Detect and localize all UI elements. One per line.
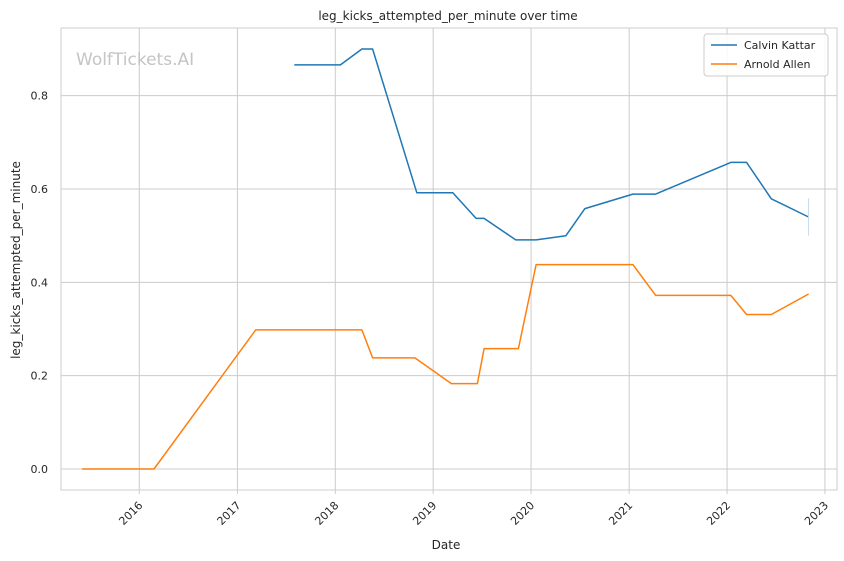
plot-frame (60, 27, 838, 491)
x-tick-label: 2018 (312, 499, 341, 528)
legend: Calvin Kattar Arnold Allen (703, 33, 829, 77)
y-tick-label: 0.4 (31, 276, 49, 289)
x-tick-label: 2019 (410, 499, 439, 528)
grid (61, 28, 837, 490)
x-tick-label: 2023 (802, 499, 831, 528)
legend-label-arnold-allen: Arnold Allen (744, 58, 810, 71)
x-ticks: 2016 2017 2018 2019 2020 2021 2022 2023 (116, 490, 831, 528)
y-tick-label: 0.6 (31, 183, 49, 196)
y-tick-label: 0.8 (31, 90, 49, 103)
x-tick-label: 2020 (508, 499, 537, 528)
y-tick-label: 0.2 (31, 370, 49, 383)
series-line-calvin-kattar (294, 48, 809, 241)
y-axis-label: leg_kicks_attempted_per_minute (9, 161, 23, 359)
chart-title: leg_kicks_attempted_per_minute over time (318, 9, 577, 23)
x-tick-label: 2021 (606, 499, 635, 528)
x-tick-label: 2017 (215, 499, 244, 528)
x-axis-label: Date (432, 538, 461, 552)
series-line-arnold-allen (81, 263, 809, 470)
x-tick-label: 2022 (704, 499, 733, 528)
y-tick-label: 0.0 (31, 463, 49, 476)
x-tick-label: 2016 (116, 499, 145, 528)
watermark: WolfTickets.AI (76, 50, 194, 70)
y-ticks: 0.0 0.2 0.4 0.6 0.8 (31, 90, 49, 476)
series-layer (81, 48, 810, 470)
legend-label-calvin-kattar: Calvin Kattar (744, 39, 816, 52)
